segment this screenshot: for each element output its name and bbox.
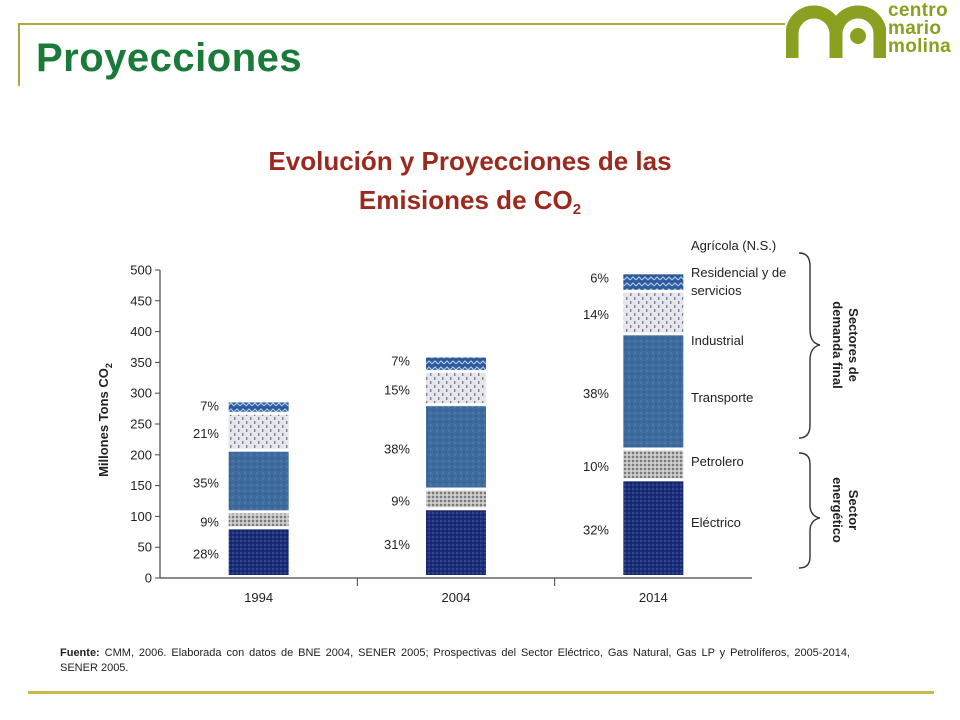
svg-text:Millones Tons CO2: Millones Tons CO2 <box>96 363 114 477</box>
chart-title-line-1: Evolución y Proyecciones de las <box>268 146 672 176</box>
bar-segment <box>623 481 684 575</box>
bar-segment <box>623 292 684 333</box>
bar-segment <box>228 529 289 575</box>
logo: centro mario molina <box>786 0 960 64</box>
segment-percent-label: 28% <box>193 547 219 562</box>
legend-petrolero: Petrolero <box>691 454 744 469</box>
logo-line-3: molina <box>888 36 952 57</box>
legend-electrico: Eléctrico <box>691 515 741 530</box>
bar-segment <box>426 490 486 508</box>
segment-percent-label: 10% <box>583 459 609 474</box>
y-tick-label: 100 <box>130 509 152 524</box>
legend: Agrícola (N.S.) Residencial y de servici… <box>691 238 786 530</box>
segment-percent-label: 14% <box>583 307 609 322</box>
y-tick-label: 450 <box>130 293 152 308</box>
segment-percent-label: 9% <box>200 514 219 529</box>
footer-rule <box>28 691 934 694</box>
bar-segment <box>426 510 486 575</box>
y-axis-label-text: Millones Tons CO <box>96 368 111 477</box>
x-tick-label: 1994 <box>244 590 273 605</box>
chart-title: Evolución y Proyecciones de las Emisione… <box>160 142 780 229</box>
x-tick-label: 2014 <box>639 590 668 605</box>
bar-segment <box>426 372 486 404</box>
page-title: Proyecciones <box>36 36 303 80</box>
logo-wordmark: centro mario molina <box>888 0 952 57</box>
group-energy-line-1: Sector <box>846 490 861 530</box>
segment-percent-label: 21% <box>193 426 219 441</box>
x-tick-labels: 1994 2004 2014 <box>244 590 668 605</box>
source-label: Fuente: <box>60 647 100 659</box>
segment-percent-label: 35% <box>193 476 219 491</box>
brace-demand <box>798 252 821 439</box>
y-tick-label: 150 <box>130 478 152 493</box>
bar-segment <box>228 402 289 412</box>
bar-segments <box>228 274 684 575</box>
segment-percent-label: 38% <box>583 386 609 401</box>
group-energy-line-2: energético <box>830 477 845 543</box>
y-tick-label: 0 <box>145 571 152 586</box>
header-rule-left <box>18 23 20 86</box>
legend-agricola: Agrícola (N.S.) <box>691 238 776 253</box>
x-tick-label: 2004 <box>442 590 471 605</box>
segment-labels: 28% 9% 35% 21% 7% 31% 9% 38% 15% 7% 32% 10% 38% 14% 6% <box>193 270 609 561</box>
legend-residencial-line-1: Residencial y de <box>691 265 786 280</box>
segment-percent-label: 31% <box>384 537 410 552</box>
segment-percent-label: 7% <box>391 353 410 368</box>
bar-segment <box>228 513 289 527</box>
bar-segment <box>426 406 486 488</box>
bar-segment <box>228 414 289 449</box>
bar-segment <box>623 274 684 290</box>
y-axis-label-subscript: 2 <box>104 363 114 368</box>
y-tick-labels: 0 50 100 150 200 250 300 350 400 450 500 <box>130 263 152 586</box>
bar-segment <box>228 451 289 511</box>
bar-segment <box>623 450 684 479</box>
segment-percent-label: 38% <box>384 441 410 456</box>
y-axis-label: Millones Tons CO2 <box>96 363 114 477</box>
logo-line-2: mario <box>888 18 942 39</box>
group-demand-line-1: Sectores de <box>846 308 861 382</box>
segment-percent-label: 32% <box>583 523 609 538</box>
source-note: Fuente: CMM, 2006. Elaborada con datos d… <box>60 646 850 676</box>
group-demand-line-2: demanda final <box>830 301 845 388</box>
bar-segment <box>426 357 486 370</box>
header-rule-top <box>18 23 785 25</box>
chart-axes <box>155 269 752 586</box>
logo-line-1: centro <box>888 0 948 21</box>
stacked-bar-chart: Millones Tons CO2 0 50 100 150 200 250 300 350 4… <box>96 238 861 605</box>
y-tick-label: 500 <box>130 263 152 278</box>
y-tick-label: 400 <box>130 324 152 339</box>
y-tick-label: 200 <box>130 447 152 462</box>
y-tick-label: 250 <box>130 417 152 432</box>
chart-title-line-2: Emisiones de CO <box>358 185 573 215</box>
source-text: CMM, 2006. Elaborada con datos de BNE 20… <box>60 647 850 674</box>
segment-percent-label: 7% <box>200 398 219 413</box>
legend-residencial-line-2: servicios <box>691 283 742 298</box>
y-tick-label: 350 <box>130 355 152 370</box>
legend-transporte: Transporte <box>691 390 753 405</box>
segment-percent-label: 6% <box>590 270 609 285</box>
segment-percent-label: 15% <box>384 383 410 398</box>
chart-title-subscript: 2 <box>572 201 582 218</box>
legend-industrial: Industrial <box>691 333 744 348</box>
y-tick-label: 50 <box>138 540 152 555</box>
segment-percent-label: 9% <box>391 493 410 508</box>
y-tick-label: 300 <box>130 386 152 401</box>
brace-energy <box>798 452 821 569</box>
bar-segment <box>623 335 684 448</box>
logo-mark-icon <box>786 5 886 58</box>
